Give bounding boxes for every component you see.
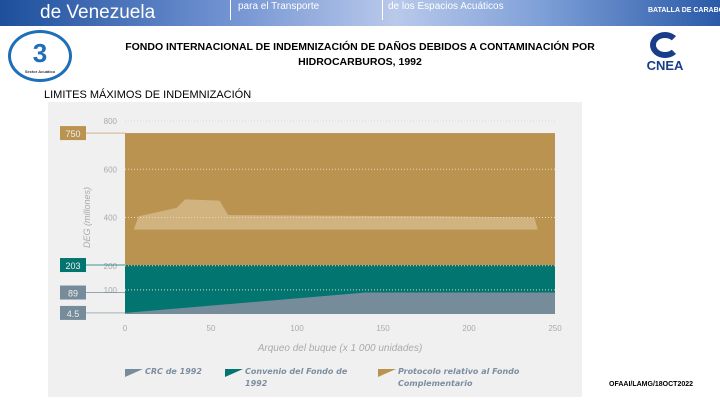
- legend-label: Complementario: [398, 379, 473, 388]
- x-tick-label: 150: [376, 324, 390, 333]
- legend-label: Protocolo relativo al Fondo: [398, 367, 520, 376]
- banner-government: de Venezuela: [40, 2, 156, 23]
- y-tick-label: 800: [104, 117, 118, 126]
- y-tick-label: 200: [104, 262, 118, 271]
- legend-label: CRC de 1992: [145, 367, 202, 376]
- x-tick-label: 100: [290, 324, 304, 333]
- legend-label: Convenio del Fondo de: [245, 367, 348, 376]
- page-title: FONDO INTERNACIONAL DE INDEMNIZACIÓN DE …: [125, 41, 595, 68]
- ship-silhouette: [133, 199, 538, 230]
- value-label-box: [60, 258, 86, 273]
- legend-label: 1992: [245, 379, 268, 388]
- x-tick-label: 50: [207, 324, 216, 333]
- chart-svg: 100 200 400 600 800 0 50 100 150 200 250 Arqueo del…: [60, 117, 562, 388]
- x-axis-label: Arqueo del buque (x 1 000 unidades): [257, 343, 423, 354]
- value-label: 89: [68, 289, 78, 299]
- legend-swatch: [225, 369, 243, 377]
- value-label: 750: [65, 129, 80, 139]
- value-label: 4.5: [67, 309, 80, 319]
- y-axis-label: DEG (millones): [82, 187, 92, 248]
- value-label-box: [60, 305, 86, 320]
- footer-reference: OFAAI/LAMG/18OCT2022: [609, 381, 694, 388]
- y-tick-label: 600: [104, 165, 118, 174]
- legend-swatch: [378, 369, 396, 377]
- banner-transport: para el Transporte: [238, 1, 320, 12]
- x-tick-label: 250: [548, 324, 562, 333]
- y-tick-label: 400: [104, 214, 118, 223]
- value-label-box: [60, 285, 86, 300]
- banner-aquatic: de los Espacios Acuáticos: [388, 1, 504, 12]
- x-tick-label: 200: [462, 324, 476, 333]
- chart-subtitle: LIMITES MÁXIMOS DE INDEMNIZACIÓN: [44, 89, 252, 101]
- y-tick-label: 100: [104, 286, 118, 295]
- value-label-box: [60, 126, 86, 141]
- header-banner: de Venezuela para el Transporte de los E…: [0, 0, 720, 26]
- cnea-logo: CNEA: [640, 32, 690, 78]
- x-tick-label: 0: [123, 324, 128, 333]
- banner-badge: BATALLA DE CARABOBO: [648, 7, 720, 14]
- area-crc-1992: [125, 292, 555, 314]
- value-label: 203: [65, 261, 80, 271]
- chart-panel: 100 200 400 600 800 0 50 100 150 200 250 Arqueo del…: [48, 102, 582, 397]
- legend-swatch: [125, 369, 143, 377]
- sector-acuatico-logo: 3 Sector Acuático: [8, 30, 72, 82]
